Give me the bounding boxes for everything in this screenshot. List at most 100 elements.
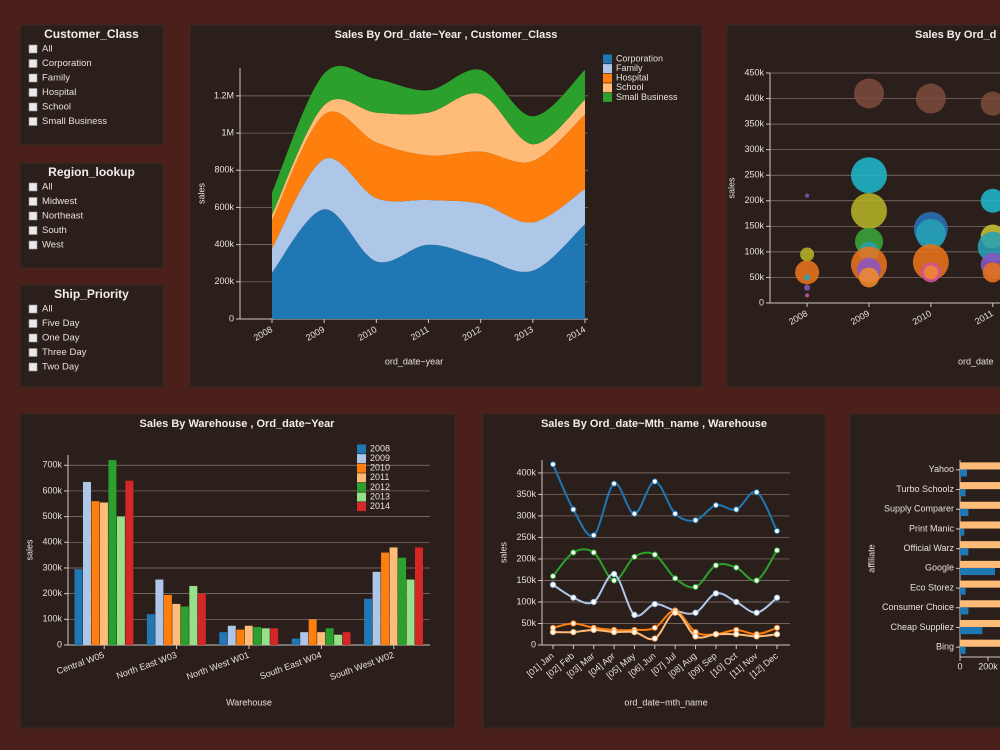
y-tick-label: 700k — [42, 460, 62, 470]
y-tick-label: 200k — [516, 553, 536, 563]
filter-option[interactable]: Family — [42, 73, 70, 84]
checkbox[interactable] — [28, 362, 38, 372]
bar — [291, 638, 300, 645]
filter-option[interactable]: All — [42, 44, 53, 55]
legend-swatch — [357, 444, 366, 454]
bubble — [850, 157, 887, 194]
filter-option[interactable]: Northeast — [42, 211, 84, 222]
filter-option[interactable]: Hospital — [42, 87, 76, 98]
checkbox[interactable] — [28, 182, 38, 192]
line-marker — [733, 506, 740, 513]
bubble — [850, 193, 887, 229]
y-tick-label: 1.2M — [214, 90, 234, 100]
checkbox[interactable] — [28, 59, 38, 68]
chart-title: Sales By Ord_date~Mth_name , Warehouse — [541, 418, 767, 430]
area — [272, 93, 585, 221]
filter-option[interactable]: Two Day — [42, 362, 79, 373]
line-marker — [570, 594, 577, 601]
y-tick-label: Eco Storez — [910, 582, 955, 592]
y-axis-label: sales — [24, 539, 34, 561]
line-marker — [753, 577, 760, 584]
checkbox[interactable] — [28, 333, 38, 343]
y-tick-label: 1M — [221, 127, 234, 137]
checkbox[interactable] — [28, 226, 38, 235]
filter-option[interactable]: South — [42, 225, 67, 236]
bar — [74, 569, 83, 645]
y-tick-label: Google — [925, 563, 954, 573]
line-marker — [733, 564, 740, 571]
bar — [82, 481, 91, 645]
checkbox[interactable] — [28, 211, 38, 221]
legend-label: 2010 — [370, 463, 390, 473]
x-axis-label: ord_date~mth_name — [624, 697, 707, 707]
bubble — [980, 188, 1000, 213]
bar — [960, 646, 966, 654]
bubble — [980, 91, 1000, 116]
bar — [960, 528, 965, 536]
line-marker — [610, 628, 618, 636]
filter-option[interactable]: Corporation — [42, 58, 92, 69]
line-marker — [610, 480, 618, 487]
bubble — [804, 284, 811, 291]
bubble — [915, 219, 946, 249]
bar — [261, 628, 270, 645]
bar — [960, 600, 1000, 608]
bar — [91, 501, 100, 645]
line-marker — [549, 581, 557, 588]
bar — [108, 460, 117, 645]
legend-label: School — [616, 82, 644, 92]
line-marker — [651, 601, 658, 608]
y-tick-label: Official Warz — [903, 543, 954, 553]
bar — [146, 614, 155, 645]
filter-title: Region_lookup — [48, 165, 135, 179]
bar — [960, 462, 1000, 470]
filter-title: Ship_Priority — [54, 287, 129, 301]
legend-label: 2013 — [370, 491, 390, 501]
filter-option[interactable]: West — [42, 240, 64, 251]
checkbox[interactable] — [28, 197, 38, 206]
checkbox[interactable] — [28, 88, 38, 97]
legend-label: 2014 — [370, 501, 390, 511]
bar — [270, 628, 279, 645]
filter-option[interactable]: Five Day — [42, 318, 80, 329]
bar — [99, 502, 108, 645]
y-axis-label: affiliate — [866, 544, 876, 572]
x-axis-label: ord_date — [958, 356, 994, 366]
filter-option[interactable]: School — [42, 102, 71, 113]
checkbox[interactable] — [28, 102, 38, 112]
checkbox[interactable] — [28, 73, 38, 83]
y-tick-label: 100k — [744, 246, 764, 256]
filter-option[interactable]: One Day — [42, 333, 80, 344]
checkbox[interactable] — [28, 240, 38, 250]
bar — [415, 547, 423, 645]
chart-panel: Sales By Ord_d 0 50k 100k 150k 200k 250k 300k 35… — [726, 24, 1000, 388]
checkbox[interactable] — [28, 319, 38, 328]
legend-swatch — [603, 64, 612, 74]
legend-label: 2009 — [370, 453, 390, 463]
filter-option[interactable]: Three Day — [42, 347, 87, 358]
bar — [244, 625, 253, 645]
legend-swatch — [357, 492, 366, 502]
line-marker — [733, 598, 740, 606]
bar — [342, 632, 351, 645]
checkbox[interactable] — [28, 117, 38, 126]
filter-option[interactable]: Small Business — [42, 116, 107, 127]
line-marker — [610, 570, 618, 578]
checkbox[interactable] — [28, 304, 38, 314]
bar — [317, 632, 326, 645]
y-tick-label: Turbo Schoolz — [896, 484, 954, 494]
filter-option[interactable]: All — [42, 304, 53, 315]
area — [272, 111, 585, 249]
y-tick-label: Yahoo — [929, 464, 954, 474]
filter-option[interactable]: All — [42, 182, 53, 193]
filter-option[interactable]: Midwest — [42, 196, 77, 207]
bar — [253, 627, 262, 645]
checkbox[interactable] — [28, 348, 38, 357]
legend-label: 2012 — [370, 482, 390, 492]
bubble — [805, 193, 810, 198]
line-marker — [692, 517, 699, 524]
bar — [960, 607, 969, 615]
checkbox[interactable] — [28, 44, 38, 54]
line-marker — [570, 620, 577, 627]
